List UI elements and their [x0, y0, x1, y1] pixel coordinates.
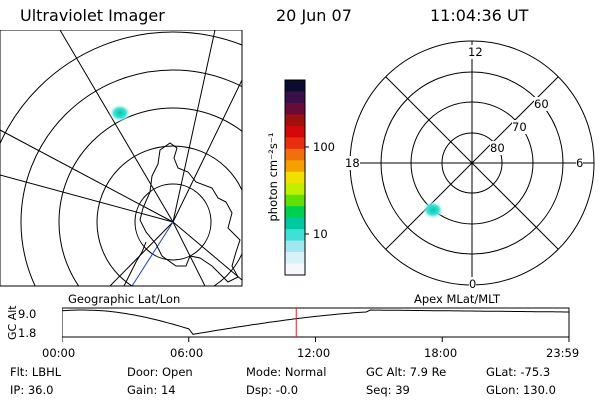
info-gc-alt: GC Alt: 7.9 Re	[366, 365, 447, 379]
aurora-emission	[109, 104, 131, 122]
timeline-y-tick: 9.0	[18, 307, 37, 321]
colorbar-segment	[285, 91, 305, 104]
info-filter: Flt: LBHL	[10, 365, 62, 379]
mlt-label-18: 18	[345, 156, 360, 170]
meridian-line	[172, 221, 206, 286]
colorbar	[284, 79, 309, 276]
meridian-line	[0, 129, 174, 223]
geographic-map	[0, 30, 243, 287]
timeline-x-tick: 18:00	[424, 346, 458, 360]
info-gain: Gain: 14	[127, 383, 176, 397]
colorbar-segment	[285, 102, 305, 115]
mlat-label-80: 80	[490, 141, 505, 155]
colorbar-segment	[285, 217, 305, 230]
mlat-label-60: 60	[534, 97, 549, 111]
colorbar-segment	[285, 229, 305, 242]
colorbar-segment	[285, 240, 305, 253]
mlat-label-70: 70	[512, 120, 527, 134]
colorbar-segment	[285, 194, 305, 207]
timeline-y-tick: 1.8	[18, 326, 37, 340]
meridian-line	[172, 30, 216, 223]
info-glat: GLat: -75.3	[486, 365, 551, 379]
latitude-circle	[96, 145, 242, 286]
timeline-x-tick: 23:59	[546, 346, 580, 360]
meridian-line	[172, 79, 242, 223]
noon-meridian-line	[131, 221, 174, 286]
colorbar-segment	[285, 206, 305, 219]
colorbar-tick-label: 100	[313, 140, 335, 154]
antarctica-coastline	[139, 142, 241, 283]
geographic-map-label: Geographic Lat/Lon	[68, 292, 181, 306]
colorbar-tick-label: 10	[313, 227, 328, 241]
meridian-line	[0, 174, 174, 223]
timeline-plot	[62, 307, 570, 342]
colorbar-segment	[285, 183, 305, 196]
date-label: 20 Jun 07	[276, 6, 352, 25]
meridian-line	[59, 30, 174, 223]
timeline-x-tick: 12:00	[297, 346, 331, 360]
info-seq: Seq: 39	[366, 383, 410, 397]
latitude-circle	[0, 31, 242, 145]
latitude-circle	[20, 69, 242, 286]
colorbar-segment	[285, 171, 305, 184]
colorbar-segment	[285, 114, 305, 127]
colorbar-unit-label: photon cm⁻²s⁻¹	[266, 132, 280, 222]
mlt-line	[385, 76, 559, 250]
colorbar-segment	[285, 80, 305, 92]
colorbar-segment	[285, 252, 305, 265]
colorbar-gradient	[285, 80, 305, 276]
latitude-circle	[58, 107, 242, 286]
info-door: Door: Open	[127, 365, 193, 379]
colorbar-segment	[285, 137, 305, 150]
peninsula-coastline	[123, 241, 147, 286]
colorbar-segment	[285, 160, 305, 173]
latitude-circle	[134, 183, 212, 261]
mlt-label-6: 6	[576, 156, 584, 170]
aurora-emission	[422, 201, 444, 219]
info-dsp: Dsp: -0.0	[246, 383, 299, 397]
instrument-title: Ultraviolet Imager	[20, 6, 165, 25]
meridian-line	[109, 221, 174, 286]
orbit-altitude-curve	[62, 309, 569, 335]
magnetic-map-label: Apex MLat/MLT	[414, 292, 501, 306]
info-mode: Mode: Normal	[246, 365, 327, 379]
timeline-x-tick: 00:00	[42, 346, 76, 360]
time-label: 11:04:36 UT	[430, 6, 529, 25]
info-glon: GLon: 130.0	[486, 383, 556, 397]
colorbar-segment	[285, 263, 305, 276]
magnetic-map	[349, 40, 595, 286]
colorbar-segment	[285, 148, 305, 161]
timeline-x-tick: 06:00	[170, 346, 204, 360]
mlt-label-0: 0	[469, 277, 477, 291]
colorbar-segment	[285, 125, 305, 138]
mlt-label-12: 12	[467, 45, 484, 59]
meridian-line	[172, 221, 242, 281]
info-ip: IP: 36.0	[10, 383, 54, 397]
